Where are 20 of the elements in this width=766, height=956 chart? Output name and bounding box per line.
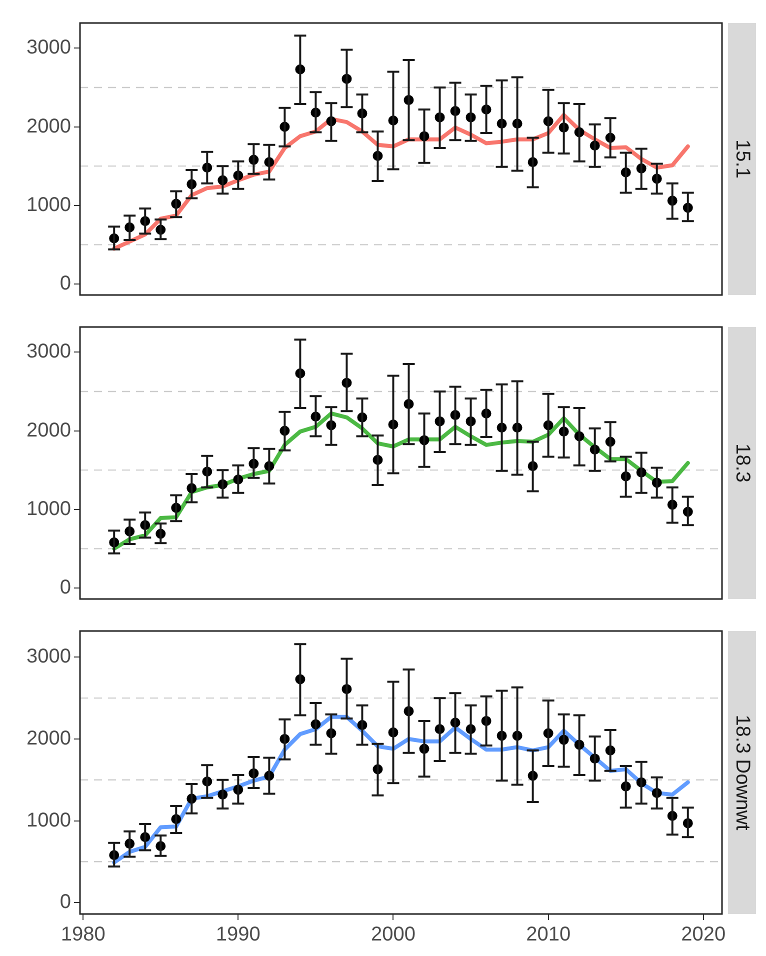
y-tick-label: 2000 bbox=[26, 115, 71, 138]
y-tick-label: 1000 bbox=[26, 194, 71, 216]
y-tick-label: 0 bbox=[60, 891, 71, 914]
y-tick-label: 0 bbox=[60, 576, 71, 599]
y-tick-label: 2000 bbox=[26, 419, 71, 442]
y-tick-label: 1000 bbox=[26, 498, 71, 520]
text: 18.3 Downwt bbox=[731, 714, 754, 831]
x-tick-label: 1980 bbox=[60, 924, 106, 946]
x-tick-label: 2010 bbox=[526, 924, 571, 946]
y-tick-label: 1000 bbox=[26, 809, 71, 832]
text: 18.3 bbox=[731, 444, 754, 482]
x-tick-label: 2020 bbox=[681, 924, 726, 946]
x-tick-label: 1990 bbox=[216, 924, 260, 946]
x-tick-label: 2000 bbox=[370, 924, 416, 946]
text: 15.1 bbox=[731, 140, 754, 178]
y-tick-label: 3000 bbox=[26, 646, 71, 668]
y-tick-label: 3000 bbox=[26, 340, 71, 363]
y-tick-label: 2000 bbox=[26, 727, 71, 750]
y-tick-label: 0 bbox=[60, 272, 71, 295]
y-tick-label: 3000 bbox=[26, 36, 71, 59]
